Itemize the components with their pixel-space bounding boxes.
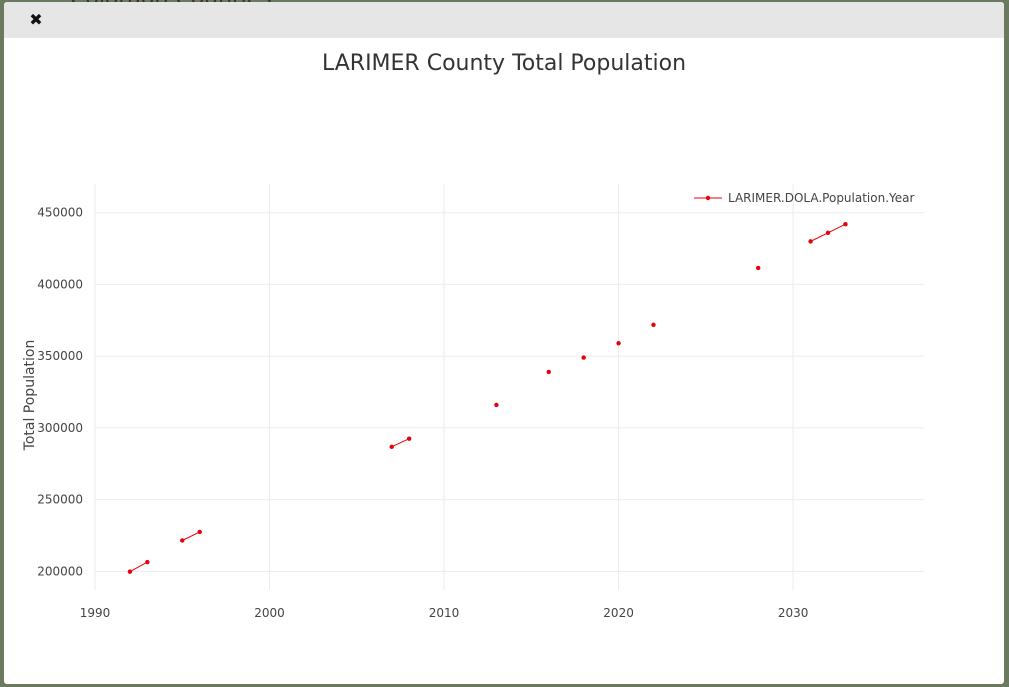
close-icon[interactable]: ✖: [29, 10, 43, 29]
chart-title: LARIMER County Total Population: [322, 51, 686, 76]
y-tick-label: 400000: [37, 277, 83, 291]
y-axis-label: Total Population: [22, 340, 38, 452]
data-point[interactable]: [127, 569, 133, 574]
x-tick-label: 2020: [603, 606, 634, 620]
grid-lines: [94, 184, 924, 590]
y-tick-label: 250000: [37, 493, 83, 507]
data-point[interactable]: [546, 369, 551, 375]
y-tick-label: 450000: [37, 206, 83, 220]
data-point[interactable]: [825, 230, 831, 235]
legend-marker: [705, 195, 711, 201]
y-tick-label: 350000: [37, 349, 83, 363]
data-point[interactable]: [197, 529, 202, 535]
y-tick-label: 200000: [37, 564, 83, 578]
data-point[interactable]: [145, 559, 150, 565]
population-chart: LARIMER County Total Population Total Po…: [22, 51, 924, 620]
data-point[interactable]: [494, 402, 499, 408]
data-point[interactable]: [756, 265, 761, 271]
y-tick-label: 300000: [37, 421, 83, 435]
legend-label: LARIMER.DOLA.Population.Year: [728, 191, 915, 205]
x-tick-label: 2010: [429, 606, 460, 620]
data-point[interactable]: [651, 322, 656, 328]
data-point[interactable]: [808, 239, 813, 244]
series-layer: [127, 221, 848, 574]
series-line-segment: [391, 438, 410, 448]
data-point[interactable]: [616, 341, 621, 346]
chart-modal: ✖ LARIMER County Total Population Total …: [4, 2, 1004, 684]
x-tick-label: 1990: [80, 606, 111, 620]
data-point[interactable]: [843, 221, 848, 227]
data-point[interactable]: [180, 538, 185, 543]
tick-labels: 1990 2000 2010 2020 2030 200000 250000 300000 35…: [37, 206, 808, 620]
series-line-segment: [129, 561, 148, 573]
x-tick-label: 2030: [778, 606, 809, 620]
data-point[interactable]: [581, 355, 586, 360]
modal-header: ✖: [4, 2, 1004, 38]
legend[interactable]: LARIMER.DOLA.Population.Year: [694, 191, 915, 205]
data-point[interactable]: [406, 436, 412, 441]
data-point[interactable]: [389, 444, 394, 450]
series-line-segment: [182, 531, 200, 541]
x-tick-label: 2000: [254, 606, 285, 620]
